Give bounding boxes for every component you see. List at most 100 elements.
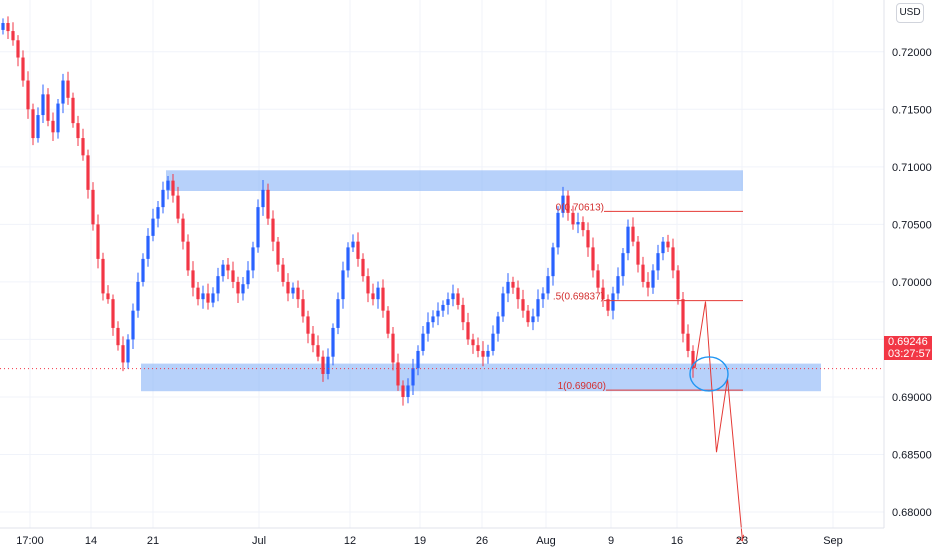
fibonacci-retracement[interactable]: 0(0.70613) .5(0.69837) 1(0.69060) bbox=[553, 202, 743, 392]
candle-body bbox=[176, 195, 180, 219]
candle-body bbox=[106, 293, 110, 300]
time-axis-labels: 17:00 14 21 Jul 12 19 26 Aug 9 16 23 Sep bbox=[16, 535, 843, 547]
candle-body bbox=[41, 94, 45, 116]
candle-body bbox=[126, 339, 130, 363]
candle-body bbox=[76, 123, 80, 139]
candle-body bbox=[31, 109, 35, 139]
time-tick-label: 14 bbox=[85, 535, 97, 547]
candle-body bbox=[676, 270, 680, 300]
price-tick-label: 0.68500 bbox=[892, 449, 932, 461]
candle-body bbox=[521, 299, 525, 311]
grid bbox=[0, 0, 884, 528]
candle-body bbox=[496, 316, 500, 334]
candle-body bbox=[296, 287, 300, 300]
candle-body bbox=[476, 345, 480, 351]
candle-body bbox=[431, 316, 435, 323]
candle-body bbox=[56, 103, 60, 133]
candle-body bbox=[511, 281, 515, 288]
candle-body bbox=[236, 281, 240, 294]
candle-body bbox=[691, 350, 695, 369]
candle-body bbox=[381, 287, 385, 311]
candle-body bbox=[196, 287, 200, 300]
candle-body bbox=[441, 304, 445, 311]
candle-body bbox=[241, 284, 245, 294]
candle-body bbox=[306, 316, 310, 334]
resistance-zone[interactable] bbox=[166, 170, 743, 192]
candle-body bbox=[531, 316, 535, 323]
candle-body bbox=[71, 97, 75, 124]
candle-body bbox=[631, 226, 635, 242]
candle-body bbox=[211, 293, 215, 303]
fib-level-0-label: 0(0.70613) bbox=[556, 202, 604, 213]
candle-body bbox=[66, 80, 70, 98]
candle-body bbox=[181, 218, 185, 242]
candle-body bbox=[136, 281, 140, 311]
candle-body bbox=[221, 264, 225, 277]
candle-body bbox=[451, 293, 455, 300]
candle-body bbox=[501, 293, 505, 317]
candle-body bbox=[401, 385, 405, 397]
candle-body bbox=[556, 212, 560, 248]
candle-body bbox=[11, 31, 15, 41]
candle-body bbox=[16, 40, 20, 58]
candle-body bbox=[301, 299, 305, 317]
candle-body bbox=[546, 276, 550, 294]
candle-body bbox=[291, 287, 295, 294]
candle-body bbox=[201, 293, 205, 300]
candle-body bbox=[626, 226, 630, 254]
candle-body bbox=[591, 247, 595, 271]
candle-body bbox=[361, 258, 365, 277]
candle-body bbox=[121, 345, 125, 363]
candle-body bbox=[606, 299, 610, 311]
candle-body bbox=[186, 241, 190, 271]
time-tick-label: 12 bbox=[344, 535, 356, 547]
candle-body bbox=[191, 270, 195, 288]
candle-body bbox=[516, 287, 520, 300]
candle-body bbox=[571, 212, 575, 225]
candle-body bbox=[356, 241, 360, 259]
candle-body bbox=[536, 299, 540, 317]
candle-body bbox=[1, 23, 5, 30]
price-axis-labels: 0.720000.715000.710000.705000.700000.695… bbox=[892, 47, 932, 519]
candle-body bbox=[661, 241, 665, 254]
time-tick-label: 19 bbox=[414, 535, 426, 547]
arrow-head-icon bbox=[737, 534, 744, 542]
candle-body bbox=[471, 339, 475, 346]
price-tick-label: 0.70500 bbox=[892, 219, 932, 231]
candle-body bbox=[526, 310, 530, 323]
countdown-tag: 03:27:57 bbox=[884, 348, 932, 360]
candle-body bbox=[396, 362, 400, 386]
candle-body bbox=[26, 80, 30, 110]
time-tick-label: 9 bbox=[608, 535, 614, 547]
highlight-circle[interactable] bbox=[689, 356, 729, 392]
candle-body bbox=[206, 293, 210, 303]
candle-body bbox=[326, 356, 330, 374]
candle-body bbox=[581, 222, 585, 231]
candle-body bbox=[406, 385, 410, 397]
candle-body bbox=[101, 258, 105, 294]
candle-body bbox=[36, 115, 40, 139]
candle-body bbox=[111, 299, 115, 328]
candlesticks bbox=[1, 16, 695, 406]
candle-body bbox=[271, 218, 275, 242]
horizontal-gridlines bbox=[0, 51, 884, 513]
currency-badge[interactable]: USD bbox=[896, 3, 924, 23]
candle-body bbox=[171, 180, 175, 196]
projection-path[interactable] bbox=[694, 301, 743, 541]
candle-body bbox=[256, 207, 260, 248]
support-zone[interactable] bbox=[141, 363, 821, 392]
candle-body bbox=[146, 235, 150, 259]
price-tick-label: 0.68000 bbox=[892, 507, 932, 519]
time-tick-label: 16 bbox=[671, 535, 683, 547]
price-tick-label: 0.71000 bbox=[892, 162, 932, 174]
candle-body bbox=[156, 207, 160, 219]
candle-body bbox=[486, 350, 490, 357]
candle-body bbox=[481, 350, 485, 357]
time-tick-label: 17:00 bbox=[16, 535, 44, 547]
time-tick-label: Sep bbox=[823, 535, 843, 547]
candle-body bbox=[426, 322, 430, 334]
candle-body bbox=[416, 350, 420, 369]
candle-body bbox=[611, 293, 615, 311]
price-tick-label: 0.70000 bbox=[892, 277, 932, 289]
